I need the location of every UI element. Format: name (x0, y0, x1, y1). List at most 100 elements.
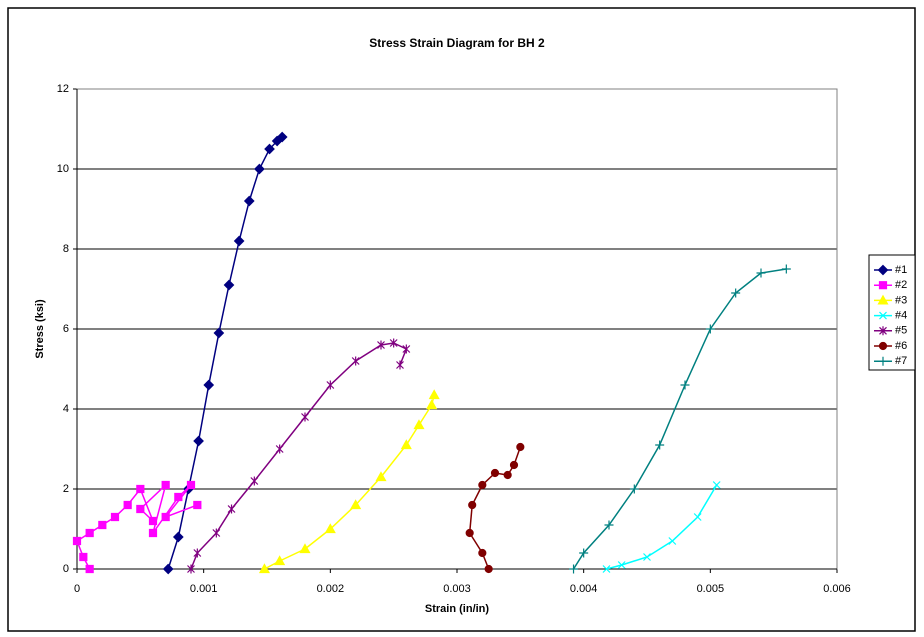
marker (123, 500, 132, 510)
marker (731, 288, 741, 298)
x-tick-label: 0 (74, 583, 80, 595)
x-tick-label: 0.004 (570, 583, 598, 595)
marker (213, 327, 225, 339)
marker (484, 564, 493, 574)
marker (324, 523, 336, 534)
marker (85, 564, 94, 574)
marker (193, 435, 204, 447)
marker (426, 399, 438, 410)
marker (136, 484, 145, 494)
marker (396, 360, 404, 370)
marker (490, 468, 500, 478)
marker (274, 555, 286, 566)
marker (162, 563, 174, 575)
marker (705, 324, 715, 334)
y-tick-label: 0 (63, 563, 69, 575)
y-tick-label: 2 (63, 483, 69, 495)
series-line (264, 394, 435, 570)
x-axis-label: Strain (in/in) (425, 603, 490, 615)
marker (389, 338, 398, 348)
marker (223, 279, 235, 291)
marker (186, 480, 196, 490)
marker (193, 500, 202, 510)
legend-marker (878, 341, 888, 351)
marker (478, 548, 487, 558)
marker (203, 379, 215, 391)
marker (655, 440, 665, 450)
y-tick-label: 6 (63, 323, 69, 335)
marker (468, 500, 477, 510)
marker (187, 564, 195, 574)
marker (781, 264, 791, 274)
marker (503, 470, 512, 480)
x-tick-label: 0.001 (190, 583, 218, 595)
marker (602, 565, 611, 573)
marker (148, 528, 158, 538)
marker (254, 163, 265, 175)
marker (516, 442, 525, 452)
series-line (606, 484, 718, 570)
marker (264, 143, 275, 155)
x-tick-label: 0.002 (317, 583, 345, 595)
marker (161, 512, 170, 522)
legend-marker (877, 264, 889, 276)
marker (301, 412, 309, 422)
marker (193, 548, 202, 558)
marker (413, 419, 425, 430)
marker (569, 564, 579, 574)
legend-label: #4 (895, 310, 907, 322)
marker (693, 513, 702, 521)
legend-label: #1 (895, 264, 907, 276)
marker (326, 380, 335, 390)
legend-label: #3 (895, 294, 907, 306)
marker (377, 340, 385, 350)
marker (174, 492, 183, 502)
marker (465, 528, 474, 538)
marker (233, 235, 245, 247)
marker (478, 480, 487, 490)
marker (212, 528, 221, 538)
marker (79, 552, 88, 562)
marker (643, 553, 651, 561)
marker (227, 504, 236, 514)
marker (668, 537, 677, 545)
marker (629, 484, 639, 494)
marker (617, 561, 626, 569)
marker (72, 536, 82, 546)
chart-title: Stress Strain Diagram for BH 2 (369, 36, 545, 50)
x-tick-label: 0.005 (697, 583, 725, 595)
x-tick-label: 0.003 (443, 583, 471, 595)
marker (428, 389, 440, 400)
marker (136, 504, 145, 514)
marker (712, 481, 721, 489)
y-tick-label: 8 (63, 243, 69, 255)
y-tick-label: 4 (63, 403, 69, 415)
legend-marker (878, 356, 888, 366)
marker (161, 480, 170, 490)
marker (98, 520, 107, 530)
series-line (572, 268, 787, 570)
y-tick-label: 12 (57, 83, 69, 95)
marker (680, 380, 690, 390)
marker (299, 543, 311, 554)
legend-label: #5 (895, 325, 907, 337)
y-axis-label: Stress (ksi) (34, 299, 46, 359)
marker (351, 356, 360, 366)
marker (258, 563, 270, 574)
marker (110, 512, 120, 522)
marker (604, 520, 614, 530)
y-tick-label: 10 (57, 163, 69, 175)
marker (276, 131, 288, 143)
legend-label: #7 (895, 355, 907, 367)
marker (172, 531, 184, 543)
marker (275, 444, 284, 454)
marker (756, 268, 766, 278)
marker (85, 528, 94, 538)
legend-box (868, 254, 916, 371)
x-tick-label: 0.006 (823, 583, 851, 595)
series-line (76, 482, 198, 570)
legend-label: #6 (895, 340, 907, 352)
marker (250, 476, 259, 486)
marker (400, 439, 412, 450)
